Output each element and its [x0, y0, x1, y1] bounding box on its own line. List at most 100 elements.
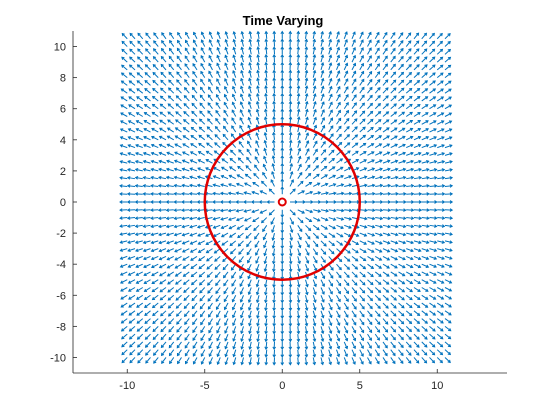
quiver-arrow	[232, 341, 237, 350]
quiver-arrow	[413, 80, 421, 86]
quiver-arrow	[305, 209, 314, 214]
quiver-arrow	[444, 144, 453, 149]
quiver-arrow	[343, 31, 348, 39]
quiver-arrow	[159, 279, 167, 285]
quiver-arrow	[280, 162, 285, 171]
quiver-arrow	[181, 151, 190, 156]
quiver-arrow	[436, 341, 444, 348]
quiver-arrow	[224, 78, 229, 86]
quiver-arrow	[272, 38, 277, 47]
quiver-arrow	[328, 125, 334, 133]
quiver-arrow	[367, 240, 375, 245]
quiver-arrow	[255, 248, 260, 256]
quiver-arrow	[367, 31, 372, 40]
quiver-arrow	[305, 140, 310, 148]
quiver-arrow	[255, 140, 260, 148]
quiver-arrow	[199, 294, 206, 302]
quiver-arrow	[351, 341, 356, 350]
quiver-arrow	[296, 341, 301, 350]
quiver-arrow	[421, 184, 430, 188]
quiver-arrow	[206, 263, 213, 270]
quiver-arrow	[359, 47, 364, 55]
quiver-arrow	[312, 341, 317, 350]
quiver-arrow	[305, 295, 309, 304]
quiver-arrow	[305, 100, 309, 109]
quiver-arrow	[413, 175, 423, 180]
quiver-arrow	[192, 39, 198, 47]
quiver-arrow	[136, 325, 144, 332]
quiver-arrow	[367, 232, 376, 237]
quiver-arrow	[200, 70, 206, 78]
quiver-arrow	[374, 287, 382, 293]
quiver-arrow	[289, 147, 293, 156]
quiver-arrow	[231, 279, 237, 287]
quiver-arrow	[413, 112, 421, 117]
quiver-arrow	[437, 287, 445, 292]
quiver-arrow	[305, 224, 312, 232]
quiver-arrow	[151, 294, 159, 301]
quiver-arrow	[398, 318, 405, 325]
quiver-arrow	[142, 232, 151, 237]
quiver-arrow	[184, 47, 190, 55]
quiver-arrow	[134, 184, 143, 188]
quiver-arrow	[232, 62, 237, 71]
quiver-arrow	[136, 318, 144, 324]
quiver-arrow	[198, 271, 206, 278]
quiver-arrow	[231, 271, 237, 279]
quiver-arrow	[374, 79, 381, 86]
quiver-arrow	[142, 143, 151, 149]
quiver-arrow	[312, 148, 318, 156]
quiver-arrow	[343, 134, 351, 141]
quiver-arrow	[382, 349, 388, 357]
quiver-arrow	[142, 248, 151, 253]
quiver-arrow	[367, 135, 375, 141]
quiver-arrow	[288, 46, 293, 55]
quiver-arrow	[320, 256, 326, 264]
quiver-arrow	[351, 94, 357, 102]
quiver-arrow	[183, 111, 190, 117]
quiver-arrow	[196, 224, 205, 229]
quiver-arrow	[336, 310, 341, 319]
quiver-arrow	[157, 183, 167, 188]
quiver-arrow	[305, 287, 309, 296]
quiver-arrow	[215, 279, 221, 287]
quiver-arrow	[336, 54, 341, 63]
quiver-arrow	[167, 279, 175, 285]
quiver-arrow	[288, 38, 293, 47]
quiver-arrow	[280, 264, 285, 273]
quiver-arrow	[382, 333, 388, 341]
quiver-arrow	[398, 349, 404, 357]
quiver-arrow	[160, 63, 167, 71]
quiver-arrow	[247, 279, 252, 288]
quiver-arrow	[406, 255, 414, 261]
quiver-arrow	[382, 175, 391, 180]
quiver-arrow	[437, 168, 446, 172]
quiver-arrow	[248, 318, 252, 327]
quiver-arrow	[176, 326, 182, 333]
quiver-arrow	[240, 77, 244, 86]
quiver-arrow	[382, 39, 388, 47]
quiver-arrow	[382, 127, 390, 133]
quiver-arrow	[198, 263, 206, 270]
quiver-arrow	[304, 30, 309, 39]
quiver-arrow	[429, 310, 437, 316]
quiver-arrow	[444, 64, 452, 71]
quiver-arrow	[142, 200, 151, 204]
quiver-arrow	[272, 53, 277, 63]
quiver-arrow	[129, 32, 136, 40]
quiver-arrow	[296, 46, 301, 55]
quiver-arrow	[351, 271, 358, 278]
quiver-arrow	[312, 77, 317, 86]
quiver-arrow	[336, 349, 341, 358]
quiver-arrow	[320, 54, 325, 63]
quiver-arrow	[272, 61, 277, 70]
quiver-arrow	[296, 295, 301, 304]
quiver-arrow	[231, 109, 237, 117]
quiver-arrow	[421, 349, 428, 356]
quiver-arrow	[239, 116, 244, 125]
quiver-arrow	[288, 334, 293, 343]
quiver-arrow	[224, 46, 229, 55]
quiver-arrow	[216, 310, 221, 318]
quiver-arrow	[328, 341, 333, 350]
